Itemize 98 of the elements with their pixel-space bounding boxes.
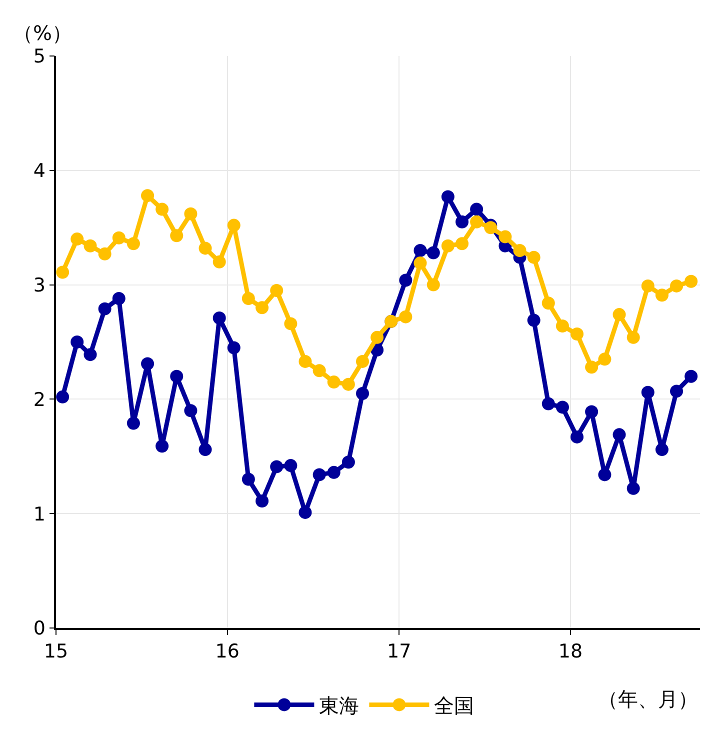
point [256, 494, 269, 508]
point [298, 506, 312, 519]
point [426, 278, 440, 292]
point [570, 327, 584, 340]
point [470, 202, 484, 216]
point [612, 428, 626, 442]
point [126, 237, 140, 250]
legend-label: 全国 [434, 694, 474, 718]
point [585, 360, 598, 374]
x-axis-title: （年、月） [598, 687, 698, 711]
point [570, 430, 584, 444]
point [327, 376, 340, 389]
point [641, 279, 654, 292]
y-tick-label: 5 [33, 46, 46, 68]
x-tick-label: 18 [558, 640, 583, 663]
point [242, 292, 255, 306]
point [56, 390, 70, 404]
point [98, 247, 112, 260]
point [270, 460, 284, 474]
x-tick-label: 15 [44, 640, 68, 663]
point [399, 274, 412, 287]
point [84, 348, 97, 362]
point [441, 239, 454, 252]
point [612, 308, 626, 322]
point [156, 440, 169, 453]
point [542, 397, 555, 410]
point [227, 218, 240, 232]
point [126, 416, 140, 430]
point [141, 357, 154, 370]
point [198, 443, 212, 456]
point [284, 317, 298, 330]
point [456, 215, 469, 228]
point [312, 468, 326, 482]
point [327, 466, 340, 479]
y-tick-label: 2 [33, 388, 46, 411]
x-tick-label: 17 [387, 640, 412, 663]
point [70, 336, 84, 348]
point [270, 284, 284, 298]
y-tick-label: 3 [33, 274, 46, 296]
point [342, 456, 355, 469]
point [527, 314, 540, 327]
point [227, 341, 240, 354]
point [212, 255, 226, 268]
point [414, 244, 427, 257]
point [284, 459, 298, 472]
point [242, 472, 255, 486]
point [356, 354, 370, 368]
point [112, 231, 126, 244]
point [184, 404, 198, 418]
point [484, 221, 498, 234]
point [212, 311, 226, 324]
point [641, 386, 654, 399]
legend-label: 東海 [319, 694, 360, 718]
point [670, 384, 684, 398]
point [356, 386, 370, 400]
point [655, 288, 668, 302]
point [298, 354, 312, 368]
point [527, 250, 540, 264]
x-tick-label: 16 [215, 640, 240, 663]
point [684, 274, 698, 288]
point [626, 330, 640, 344]
point [598, 468, 612, 482]
point [414, 256, 427, 270]
point [256, 301, 269, 314]
point [498, 230, 512, 244]
point [112, 292, 126, 306]
point [156, 202, 169, 216]
point [470, 215, 484, 228]
point [556, 400, 569, 414]
point [342, 378, 355, 391]
point [399, 310, 412, 324]
point [556, 319, 569, 332]
point [626, 482, 640, 495]
point [542, 296, 555, 310]
y-tick-label: 1 [33, 503, 46, 526]
point [198, 242, 212, 255]
point [170, 229, 184, 242]
point [684, 370, 698, 383]
point [141, 189, 154, 202]
point [441, 190, 454, 204]
point [312, 364, 326, 378]
point [426, 246, 440, 260]
point [56, 266, 70, 279]
point [655, 443, 668, 456]
y-tick-label: 4 [33, 160, 46, 182]
point [598, 352, 612, 366]
point [98, 302, 112, 316]
point [670, 279, 684, 292]
point [84, 239, 97, 252]
point [585, 405, 598, 418]
point [70, 232, 84, 246]
point [170, 370, 184, 383]
point [456, 237, 469, 250]
y-axis-title: （%） [13, 21, 72, 45]
y-tick-label: 0 [33, 618, 46, 640]
point [513, 244, 526, 257]
point [184, 207, 198, 220]
point [370, 330, 384, 344]
